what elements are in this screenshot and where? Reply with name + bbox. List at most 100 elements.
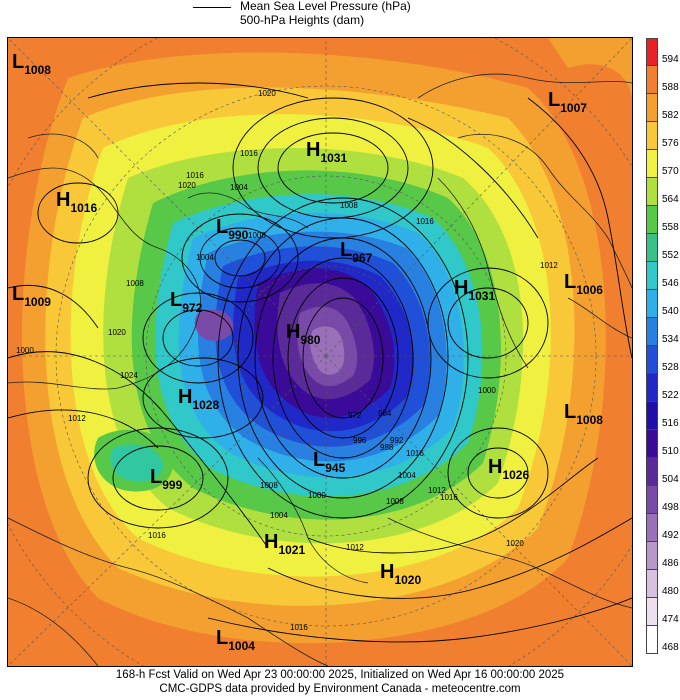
height-band-486 [310,326,345,375]
isobar-label: 1020 [258,89,276,98]
colorbar-tick-label: 540 [662,306,679,317]
colorbar-segment [646,346,658,374]
low-pressure-center: L1006 [564,271,603,297]
isobar-label: 1000 [478,386,496,395]
isobar-label: 972 [348,411,362,420]
colorbar-tick-label: 582 [662,110,679,121]
footer: 168-h Fcst Valid on Wed Apr 23 00:00:00 … [0,668,680,696]
colorbar-segment [646,290,658,318]
colorbar-tick-label: 588 [662,82,679,93]
high-pressure-center: H1016 [56,189,97,215]
colorbar-segment [646,374,658,402]
isobar-label: 1012 [68,414,86,423]
isobar-label: 1012 [540,261,558,270]
colorbar-segment [646,234,658,262]
colorbar-tick-label: 534 [662,334,679,345]
colorbar-segment [646,178,658,206]
colorbar-tick-label: 492 [662,530,679,541]
isobar-label: 1008 [260,481,278,490]
colorbar-segment [646,458,658,486]
isobar-label: 1000 [16,346,34,355]
colorbar-segment [646,262,658,290]
low-pressure-center: L945 [313,449,346,475]
colorbar-tick-label: 498 [662,502,679,513]
isobar-label: 984 [378,409,392,418]
low-pressure-center: L1008 [12,51,51,77]
isobar-label: 1004 [398,471,416,480]
data-credit-text: CMC-GDPS data provided by Environment Ca… [159,683,521,695]
isobar-label: 1012 [428,486,446,495]
low-pressure-center: L1004 [216,627,255,653]
colorbar-tick-label: 546 [662,278,679,289]
isobar-legend-line [193,7,231,8]
isobar-label: 1008 [248,231,266,240]
height-band-492-west [194,309,234,341]
colorbar-segment [646,122,658,150]
high-pressure-center: H1031 [306,139,347,165]
colorbar-segment [646,598,658,626]
high-pressure-center: H1021 [264,531,305,557]
height-colorbar [646,38,658,654]
isobar-label: 992 [390,436,404,445]
isobar-label: 1020 [178,181,196,190]
colorbar-tick-label: 510 [662,446,679,457]
height-band-582-ne [548,38,632,98]
high-pressure-center: H1026 [488,456,529,482]
pressure-centers: L1008 L1007 H1031 H1016 L990 L967 L1009 L972 H98… [12,51,603,653]
isobar-label: 988 [380,443,394,452]
isobar-label: 1012 [346,543,364,552]
colorbar-tick-label: 516 [662,418,679,429]
legend-mslp-label: Mean Sea Level Pressure (hPa) [240,0,411,13]
colorbar-tick-label: 504 [662,474,679,485]
low-pressure-center: L999 [150,466,183,492]
isobar-label: 1004 [270,511,288,520]
low-pressure-center: L967 [340,239,373,265]
colorbar-tick-label: 528 [662,362,679,373]
isobar-label: 996 [353,436,367,445]
high-pressure-center: H1028 [178,386,219,412]
high-pressure-center: H1031 [454,277,495,303]
isobar-label: 1008 [386,497,404,506]
colorbar-segment [646,430,658,458]
colorbar-tick-label: 480 [662,586,679,597]
colorbar-tick-label: 594 [662,54,679,65]
isobar-label: 1004 [230,183,248,192]
weather-map: 1020 1016 1020 1004 1008 1004 1016 1012 1008 1020… [7,37,633,667]
colorbar-segment [646,626,658,654]
low-pressure-center: L972 [170,289,203,315]
isobar-label: 1000 [308,491,326,500]
colorbar-segment [646,570,658,598]
colorbar-segment [646,150,658,178]
colorbar-tick-label: 522 [662,390,679,401]
colorbar-segment [646,318,658,346]
colorbar-segment [646,542,658,570]
colorbar-segment [646,486,658,514]
colorbar-tick-label: 468 [662,642,679,653]
legend: Mean Sea Level Pressure (hPa) 500-hPa He… [0,0,680,36]
colorbar-tick-label: 558 [662,222,679,233]
isobar-label: 1004 [196,253,214,262]
colorbar-tick-label: 486 [662,558,679,569]
isobars [8,82,632,643]
colorbar-tick-label: 570 [662,166,679,177]
colorbar-tick-label: 576 [662,138,679,149]
colorbar-tick-label: 474 [662,614,679,625]
colorbar-segment [646,402,658,430]
colorbar-segment [646,206,658,234]
isobar-label: 1008 [340,201,358,210]
height-band-552-sw [110,444,164,482]
colorbar-segment [646,94,658,122]
low-pressure-center: L1009 [12,283,51,309]
forecast-valid-text: 168-h Fcst Valid on Wed Apr 23 00:00:00 … [115,669,565,681]
high-pressure-center: H1020 [380,561,421,587]
low-pressure-center: L1008 [564,401,603,427]
colorbar-tick-label: 564 [662,194,679,205]
isobar-label: 1020 [506,539,524,548]
isobar-label: 1020 [108,328,126,337]
isobar-label: 1016 [440,493,458,502]
isobar-label: 1016 [290,623,308,632]
low-pressure-center: L1007 [548,89,587,115]
legend-heights-label: 500-hPa Heights (dam) [240,13,365,27]
isobar-label: 1024 [120,371,138,380]
